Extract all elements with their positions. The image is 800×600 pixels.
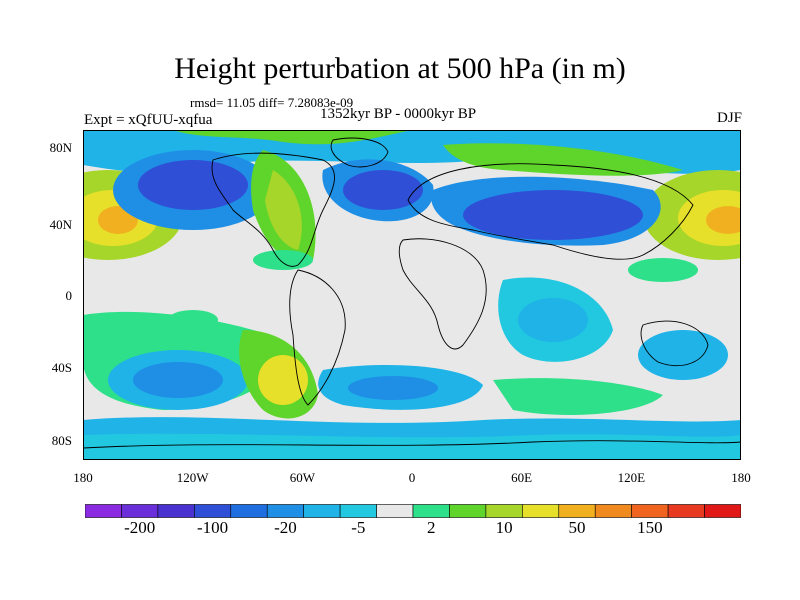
lon-tick-label: 0 bbox=[408, 470, 416, 485]
colorbar-label: 50 bbox=[568, 518, 586, 537]
colorbar-label: -200 bbox=[124, 518, 156, 537]
lon-tick-label: 180 bbox=[73, 470, 93, 485]
lat-tick-label: 40N bbox=[49, 217, 72, 232]
ridge-siberia bbox=[443, 143, 683, 176]
colorbar-swatch bbox=[485, 504, 523, 518]
coastline-north-america bbox=[211, 152, 335, 267]
colorbar-swatch bbox=[558, 504, 596, 518]
trough-south-pacific-core bbox=[133, 362, 223, 398]
coastline-greenland bbox=[330, 137, 389, 168]
map-panel bbox=[83, 130, 741, 460]
experiment-label: Expt = xQfUU-xqfua bbox=[84, 112, 213, 128]
trough-eurasia-core bbox=[463, 190, 643, 240]
rmsd-stats: rmsd= 11.05 diff= 7.28083e-09 bbox=[190, 95, 354, 110]
colorbar-swatch bbox=[194, 504, 232, 518]
trough-south-atlantic-core bbox=[348, 376, 438, 400]
coastline-australia bbox=[640, 320, 709, 367]
colorbar-label: 2 bbox=[426, 518, 436, 537]
south-indian-positive bbox=[493, 378, 663, 415]
coastline-eurasia bbox=[407, 163, 694, 260]
ridge-pacific-east-max bbox=[706, 206, 741, 234]
colorbar-label: 10 bbox=[495, 518, 513, 537]
colorbar-swatch bbox=[339, 504, 377, 518]
lat-tick-label: 80S bbox=[51, 433, 72, 448]
tropical-positive-3 bbox=[628, 258, 698, 282]
colorbar-label: -100 bbox=[196, 518, 229, 537]
colorbar-swatch bbox=[412, 504, 450, 518]
colorbar-label: -20 bbox=[274, 518, 297, 537]
period-label: 1352kyr BP - 0000kyr BP bbox=[320, 106, 477, 122]
trough-south-indian-core bbox=[518, 298, 588, 342]
colorbar-swatch bbox=[157, 504, 195, 518]
colorbar-swatch bbox=[303, 504, 341, 518]
colorbar bbox=[85, 504, 741, 518]
ridge-north-america-core bbox=[265, 170, 302, 250]
colorbar-label: 150 bbox=[637, 518, 663, 537]
colorbar-swatch bbox=[667, 504, 705, 518]
colorbar-swatch bbox=[522, 504, 560, 518]
ridge-south-america-core bbox=[258, 355, 308, 405]
lon-tick-label: 120W bbox=[176, 470, 209, 485]
map-frame bbox=[83, 130, 741, 460]
trough-australia bbox=[638, 330, 728, 380]
plot-title: Height perturbation at 500 hPa (in m) bbox=[174, 52, 626, 85]
tropical-positive-1 bbox=[253, 250, 313, 270]
trough-pacific-core bbox=[138, 160, 248, 210]
contour-fill bbox=[83, 130, 741, 460]
season-label: DJF bbox=[716, 110, 742, 126]
colorbar-swatch bbox=[376, 504, 414, 518]
lon-tick-label: 60E bbox=[511, 470, 533, 485]
lon-tick-label: 60W bbox=[289, 470, 315, 485]
coastline-south-america bbox=[289, 269, 346, 406]
coastlines bbox=[83, 137, 741, 449]
lat-tick-label: 40S bbox=[51, 360, 72, 375]
trough-atlantic-core bbox=[343, 170, 423, 210]
coastline-africa bbox=[398, 238, 487, 350]
colorbar-swatch bbox=[230, 504, 268, 518]
colorbar-swatch bbox=[266, 504, 304, 518]
colorbar-swatch bbox=[594, 504, 632, 518]
colorbar-swatch bbox=[85, 504, 122, 518]
colorbar-swatch bbox=[631, 504, 669, 518]
lat-tick-label: 80N bbox=[49, 140, 72, 155]
antarctic-band-inner bbox=[83, 433, 741, 460]
colorbar-label: -5 bbox=[351, 518, 366, 537]
colorbar-swatch bbox=[704, 504, 741, 518]
lon-tick-label: 180 bbox=[731, 470, 751, 485]
arctic-positive bbox=[173, 130, 413, 145]
colorbar-swatch bbox=[449, 504, 487, 518]
colorbar-swatch bbox=[121, 504, 159, 518]
lon-tick-label: 120E bbox=[617, 470, 646, 485]
coastline-antarctica bbox=[83, 440, 741, 449]
lat-tick-label: 0 bbox=[65, 288, 73, 303]
